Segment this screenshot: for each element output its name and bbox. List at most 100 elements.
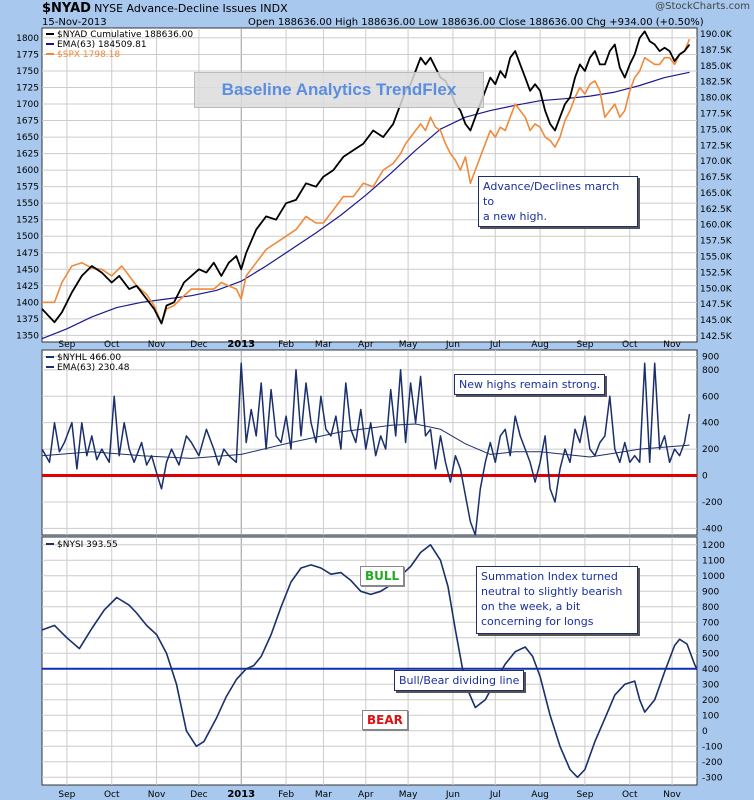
x-tick-label: Nov [663, 340, 681, 350]
y-right-tick-label: 160.0K [700, 221, 733, 231]
nysi-legend-label: $NYSI 393.55 [57, 540, 118, 550]
x-tick-label: Aug [531, 340, 549, 350]
chart-header: $NYAD NYSE Advance-Decline Issues INDX [42, 1, 288, 16]
nyhl-tick-label: 200 [702, 445, 719, 455]
x-tick-label: Apr [358, 790, 374, 800]
y-left-tick-label: 1650 [16, 133, 39, 143]
y-left-tick-label: 1400 [16, 298, 39, 308]
brand-logo: @StockCharts.com [655, 1, 750, 12]
x-tick-label: Oct [104, 340, 120, 350]
y-left-tick-label: 1525 [16, 216, 39, 226]
y-left-tick-label: 1725 [16, 83, 39, 93]
y-right-tick-label: 182.5K [700, 78, 733, 88]
nysi-tick-label: 500 [702, 649, 719, 659]
nysi-tick-label: 1200 [702, 541, 725, 551]
nysi-tick-label: 700 [702, 618, 719, 628]
y-right-tick-label: 172.5K [700, 141, 733, 151]
nyhl-tick-label: 600 [702, 392, 719, 402]
x-tick-label: 2013 [227, 789, 255, 800]
y-left-tick-label: 1775 [16, 50, 39, 60]
nysi-tick-label: -200 [702, 758, 723, 768]
y-right-tick-label: 185.0K [700, 62, 733, 72]
nysi-annotation-line-4: concerning for longs [481, 615, 594, 628]
x-tick-label: Nov [148, 790, 166, 800]
nysi-tick-label: 900 [702, 587, 719, 597]
y-right-tick-label: 155.0K [700, 253, 733, 263]
y-right-tick-label: 175.0K [700, 125, 733, 135]
y-left-tick-label: 1425 [16, 282, 39, 292]
x-tick-label: Sep [58, 340, 75, 350]
header-date: 15-Nov-2013 [42, 17, 107, 28]
x-tick-label: Apr [358, 340, 374, 350]
nysi-tick-label: -300 [702, 773, 723, 783]
x-tick-label: Mar [315, 790, 332, 800]
y-right-tick-label: 150.0K [700, 284, 733, 294]
x-tick-label: Jul [489, 340, 501, 350]
y-left-tick-label: 1350 [16, 331, 39, 341]
y-left-tick-label: 1625 [16, 150, 39, 160]
nyhl-tick-label: 0 [702, 472, 708, 482]
y-left-tick-label: 1575 [16, 183, 39, 193]
y-right-tick-label: 145.0K [700, 316, 733, 326]
bear-label: BEAR [362, 710, 408, 730]
ad-annotation-line-1: Advance/Declines march to [483, 180, 620, 208]
y-left-tick-label: 1675 [16, 117, 39, 127]
x-tick-label: Sep [576, 790, 593, 800]
y-left-tick-label: 1450 [16, 265, 39, 275]
x-tick-label: Sep [58, 790, 75, 800]
y-left-tick-label: 1500 [16, 232, 39, 242]
header-name: NYSE Advance-Decline Issues INDX [94, 2, 288, 15]
x-tick-label: Dec [190, 790, 207, 800]
y-left-tick-label: 1475 [16, 249, 39, 259]
x-tick-label: Nov [148, 340, 166, 350]
nysi-tick-label: 800 [702, 603, 719, 613]
x-tick-label: May [399, 340, 418, 350]
nyhl-tick-label: 800 [702, 366, 719, 376]
nyhl-tick-label: 400 [702, 419, 719, 429]
nyhl-legend-label: EMA(63) 230.48 [57, 363, 130, 373]
y-right-tick-label: 142.5K [700, 332, 733, 342]
y-right-tick-label: 147.5K [700, 300, 733, 310]
x-tick-label: 2013 [227, 339, 255, 350]
y-left-tick-label: 1800 [16, 34, 39, 44]
nysi-tick-label: 400 [702, 665, 719, 675]
x-tick-label: Oct [622, 340, 638, 350]
x-tick-label: May [399, 790, 418, 800]
nyhl-tick-label: 900 [702, 353, 719, 363]
x-tick-label: Oct [104, 790, 120, 800]
bull-label: BULL [360, 566, 405, 586]
ad-annotation-line-2: a new high. [483, 210, 547, 223]
nysi-annotation-line-3: on the week, a bit [481, 600, 581, 613]
nyhl-annotation: New highs remain strong. [454, 374, 606, 395]
nysi-tick-label: 600 [702, 634, 719, 644]
watermark-label: Baseline Analytics TrendFlex [194, 72, 484, 108]
y-right-tick-label: 187.5K [700, 46, 733, 56]
y-right-tick-label: 167.5K [700, 173, 733, 183]
x-tick-label: Feb [278, 340, 294, 350]
y-left-tick-label: 1600 [16, 166, 39, 176]
y-right-tick-label: 177.5K [700, 109, 733, 119]
y-left-tick-label: 1550 [16, 199, 39, 209]
nysi-annotation: Summation Index turned neutral to slight… [476, 566, 638, 634]
y-left-tick-label: 1700 [16, 100, 39, 110]
nysi-tick-label: 200 [702, 696, 719, 706]
y-right-tick-label: 152.5K [700, 268, 733, 278]
nyhl-ema-line [41, 423, 690, 459]
nysi-tick-label: 100 [702, 711, 719, 721]
legend-label: $SPX 1798.18 [57, 50, 120, 60]
header-symbol: $NYAD [42, 1, 91, 16]
nysi-tick-label: 0 [702, 727, 708, 737]
x-tick-label: Aug [531, 790, 549, 800]
y-right-tick-label: 190.0K [700, 30, 733, 40]
ema63-line [41, 71, 690, 340]
header-ohlc: Open 188636.00 High 188636.00 Low 188636… [248, 17, 704, 28]
x-tick-label: Jul [489, 790, 501, 800]
y-right-tick-label: 180.0K [700, 94, 733, 104]
x-tick-label: Oct [622, 790, 638, 800]
y-right-tick-label: 165.0K [700, 189, 733, 199]
x-tick-label: Dec [190, 340, 207, 350]
spx-line [42, 38, 691, 325]
divider-annotation: Bull/Bear dividing line [394, 670, 525, 691]
nyhl-tick-label: -200 [702, 498, 723, 508]
